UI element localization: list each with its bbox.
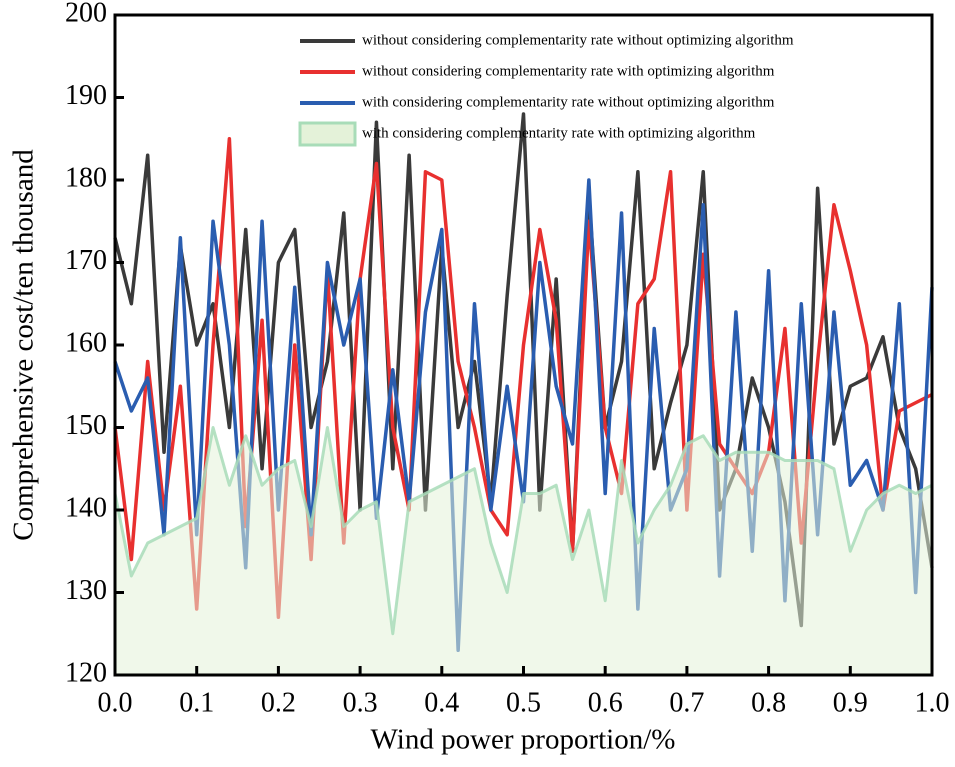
y-tick-label: 160 — [65, 327, 107, 358]
x-tick-label: 0.3 — [343, 687, 378, 718]
legend-label: without considering complementarity rate… — [362, 63, 775, 79]
y-tick-label: 180 — [65, 162, 107, 193]
legend-swatch — [298, 121, 357, 147]
x-tick-label: 0.5 — [506, 687, 541, 718]
y-tick-label: 140 — [65, 492, 107, 523]
y-tick-label: 170 — [65, 245, 107, 276]
area-line — [113, 426, 933, 636]
x-tick-label: 0.2 — [261, 687, 296, 718]
legend-label: with considering complementarity rate wi… — [362, 125, 756, 141]
x-tick-label: 0.6 — [588, 687, 623, 718]
x-tick-label: 0.8 — [751, 687, 786, 718]
x-axis-label: Wind power proportion/% — [371, 724, 676, 756]
legend-label: without considering complementarity rate… — [362, 32, 794, 48]
y-tick-label: 190 — [65, 80, 107, 111]
x-tick-label: 0.9 — [833, 687, 868, 718]
y-axis-label: Comprehensive cost/ten thousand — [8, 149, 40, 541]
x-tick-label: 0.0 — [98, 687, 133, 718]
x-tick-label: 0.4 — [424, 687, 459, 718]
y-tick-label: 120 — [65, 657, 107, 688]
legend: without considering complementarity rate… — [298, 32, 794, 147]
area — [115, 427, 932, 675]
x-tick-label: 1.0 — [915, 687, 950, 718]
x-tick-label: 0.7 — [669, 687, 704, 718]
legend-label: with considering complementarity rate wi… — [362, 94, 775, 110]
y-tick-label: 150 — [65, 410, 107, 441]
x-tick-label: 0.1 — [179, 687, 214, 718]
y-tick-label: 200 — [65, 0, 107, 28]
y-tick-label: 130 — [65, 575, 107, 606]
